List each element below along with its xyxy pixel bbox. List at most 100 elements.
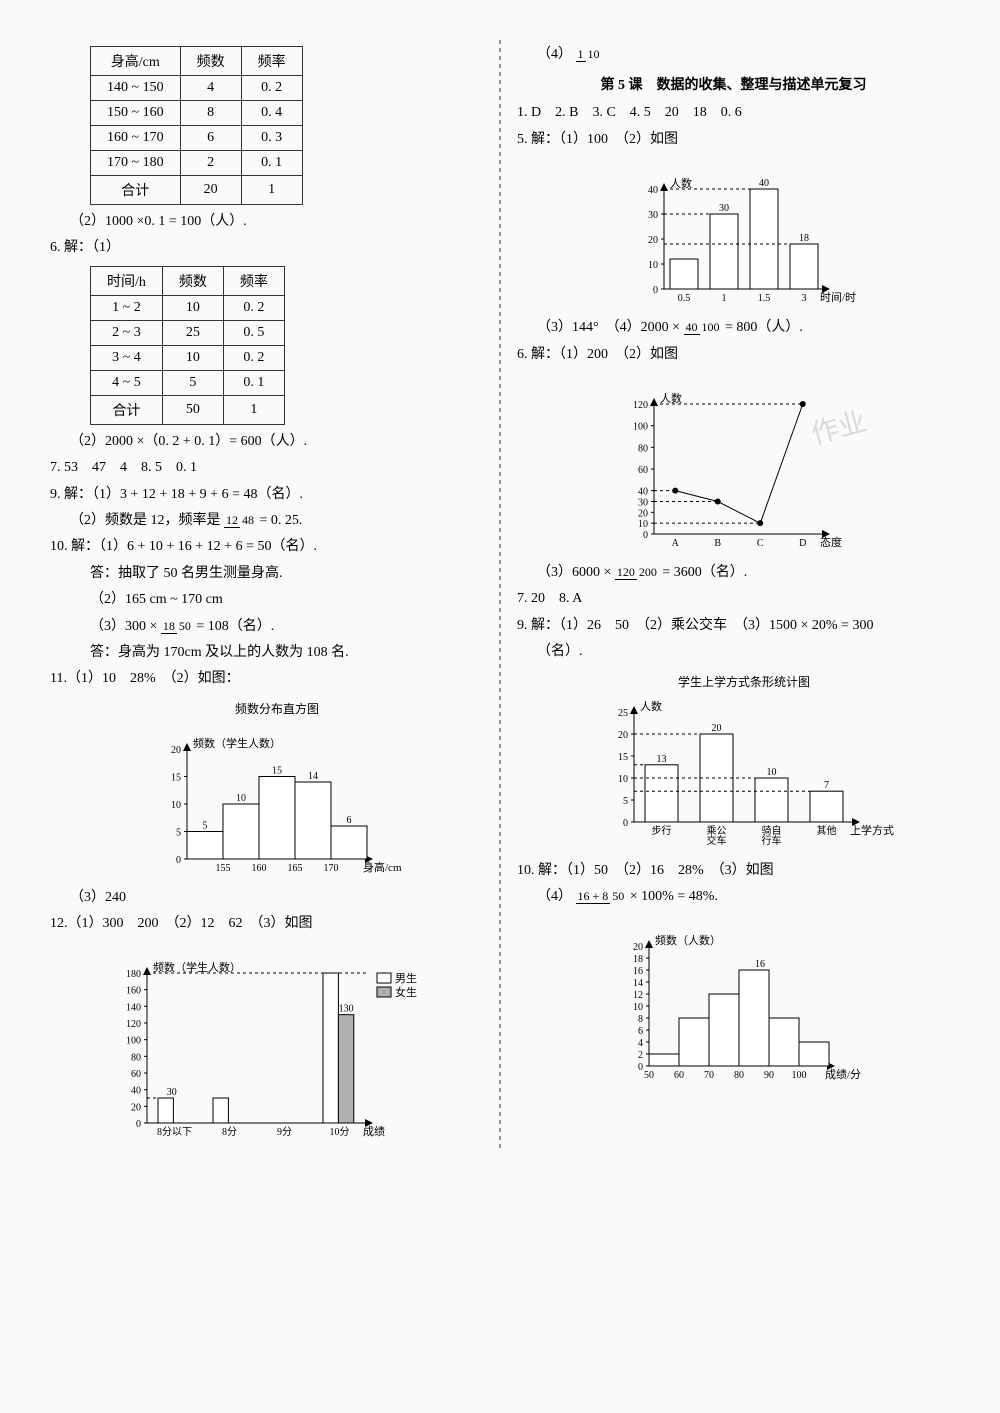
svg-text:30: 30 bbox=[638, 497, 648, 508]
text-line: 1. D 2. B 3. C 4. 5 20 18 0. 6 bbox=[517, 102, 950, 124]
svg-text:人数: 人数 bbox=[640, 700, 662, 713]
chart-line-6: 0102030406080100120ABCD人数态度作业 bbox=[517, 374, 950, 554]
svg-text:10: 10 bbox=[171, 800, 181, 811]
svg-text:10: 10 bbox=[633, 1002, 643, 1013]
svg-text:作业: 作业 bbox=[807, 405, 869, 449]
text-line: 12.（1）300 200 （2）12 62 （3）如图 bbox=[50, 913, 483, 935]
svg-text:80: 80 bbox=[734, 1070, 744, 1081]
svg-text:16: 16 bbox=[755, 959, 765, 970]
text-line: 6. 解：（1）200 （2）如图 bbox=[517, 344, 950, 366]
right-column: （4） 110 第 5 课 数据的收集、整理与描述单元复习 1. D 2. B … bbox=[507, 40, 960, 1151]
svg-text:160: 160 bbox=[126, 986, 141, 997]
svg-text:学生上学方式条形统计图: 学生上学方式条形统计图 bbox=[677, 674, 809, 689]
th: 频率 bbox=[241, 47, 302, 76]
svg-text:180: 180 bbox=[126, 969, 141, 980]
svg-text:7: 7 bbox=[824, 780, 829, 791]
svg-text:8: 8 bbox=[638, 1014, 643, 1025]
chart-svg: 05101520频数（学生人数）身高/cm频数分布直方图510151461551… bbox=[117, 699, 417, 879]
text-line: （3）144° （4）2000 × 40100 = 800（人）. bbox=[517, 317, 950, 339]
chart-grouped-12: 0204060801001201401601808分以下8分9分10分频数（学生… bbox=[50, 943, 483, 1143]
fraction: 16 + 850 bbox=[576, 887, 627, 906]
text-line: （2）1000 ×0. 1 = 100（人）. bbox=[50, 211, 483, 233]
svg-text:20: 20 bbox=[711, 723, 721, 734]
svg-text:5: 5 bbox=[202, 820, 207, 831]
svg-text:C: C bbox=[756, 538, 763, 549]
section-title: 第 5 课 数据的收集、整理与描述单元复习 bbox=[517, 74, 950, 94]
table-time: 时间/h 频数 频率 1 ~ 2100. 2 2 ~ 3250. 5 3 ~ 4… bbox=[90, 266, 285, 425]
text-line: 10. 解：（1）6 + 10 + 16 + 12 + 6 = 50（名）. bbox=[50, 536, 483, 558]
text-line: （2）2000 ×（0. 2 + 0. 1）= 600（人）. bbox=[50, 431, 483, 453]
svg-text:频数（学生人数）: 频数（学生人数） bbox=[153, 960, 241, 974]
svg-text:5: 5 bbox=[176, 827, 181, 838]
text-line: 答：抽取了 50 名男生测量身高. bbox=[50, 563, 483, 585]
fraction: 1850 bbox=[161, 617, 193, 636]
svg-text:25: 25 bbox=[618, 708, 628, 719]
svg-text:30: 30 bbox=[648, 210, 658, 221]
svg-text:其他: 其他 bbox=[816, 824, 836, 837]
svg-text:10: 10 bbox=[648, 260, 658, 271]
svg-text:0: 0 bbox=[653, 285, 658, 296]
svg-text:10: 10 bbox=[638, 519, 648, 530]
page: 身高/cm 频数 频率 140 ~ 15040. 2 150 ~ 16080. … bbox=[0, 0, 1000, 1251]
svg-text:50: 50 bbox=[644, 1070, 654, 1081]
svg-text:成绩: 成绩 bbox=[363, 1125, 385, 1138]
text-line: 9. 解：（1）26 50 （2）乘公交车 （3）1500 × 20% = 30… bbox=[517, 615, 950, 637]
svg-text:0.5: 0.5 bbox=[677, 293, 690, 304]
svg-text:20: 20 bbox=[638, 508, 648, 519]
svg-text:0: 0 bbox=[176, 855, 181, 866]
chart-svg: 02468101214161820频数（人数）成绩/分1650607080901… bbox=[594, 916, 874, 1086]
svg-text:13: 13 bbox=[656, 753, 666, 764]
svg-text:70: 70 bbox=[704, 1070, 714, 1081]
svg-text:60: 60 bbox=[638, 465, 648, 476]
svg-text:交车: 交车 bbox=[706, 834, 726, 847]
chart-svg: 0204060801001201401601808分以下8分9分10分频数（学生… bbox=[87, 943, 447, 1143]
svg-text:165: 165 bbox=[287, 863, 302, 874]
fraction: 120200 bbox=[615, 563, 659, 582]
svg-text:160: 160 bbox=[251, 863, 266, 874]
svg-text:0: 0 bbox=[638, 1062, 643, 1073]
fraction: 40100 bbox=[684, 318, 722, 337]
svg-text:人数: 人数 bbox=[660, 392, 682, 405]
svg-text:130: 130 bbox=[338, 1004, 353, 1015]
chart-histogram-10: 02468101214161820频数（人数）成绩/分1650607080901… bbox=[517, 916, 950, 1086]
text-line: 答：身高为 170cm 及以上的人数为 108 名. bbox=[50, 642, 483, 664]
th: 频数 bbox=[180, 47, 241, 76]
text-line: 11.（1）10 28% （2）如图： bbox=[50, 668, 483, 690]
svg-text:0: 0 bbox=[136, 1119, 141, 1130]
svg-text:B: B bbox=[714, 538, 721, 549]
svg-text:40: 40 bbox=[759, 178, 769, 189]
chart-svg: 0510152025步行乘公交车骑自行车其他人数上学方式学生上学方式条形统计图1… bbox=[574, 672, 894, 852]
text-line: 7. 53 47 4 8. 5 0. 1 bbox=[50, 457, 483, 479]
svg-text:频数（人数）: 频数（人数） bbox=[655, 933, 721, 947]
svg-text:4: 4 bbox=[638, 1038, 643, 1049]
svg-text:40: 40 bbox=[638, 487, 648, 498]
svg-text:170: 170 bbox=[323, 863, 338, 874]
svg-text:18: 18 bbox=[799, 233, 809, 244]
svg-text:80: 80 bbox=[131, 1053, 141, 1064]
svg-text:10: 10 bbox=[236, 793, 246, 804]
svg-text:60: 60 bbox=[131, 1069, 141, 1080]
chart-bar-9: 0510152025步行乘公交车骑自行车其他人数上学方式学生上学方式条形统计图1… bbox=[517, 672, 950, 852]
text-line: 5. 解：（1）100 （2）如图 bbox=[517, 129, 950, 151]
left-column: 身高/cm 频数 频率 140 ~ 15040. 2 150 ~ 16080. … bbox=[40, 40, 493, 1151]
svg-text:100: 100 bbox=[633, 422, 648, 433]
svg-text:155: 155 bbox=[215, 863, 230, 874]
svg-text:18: 18 bbox=[633, 954, 643, 965]
svg-text:1.5: 1.5 bbox=[757, 293, 770, 304]
svg-text:20: 20 bbox=[648, 235, 658, 246]
svg-text:上学方式: 上学方式 bbox=[850, 823, 894, 837]
chart-svg: 0102030406080100120ABCD人数态度作业 bbox=[594, 374, 874, 554]
svg-text:0: 0 bbox=[643, 530, 648, 541]
svg-text:15: 15 bbox=[171, 772, 181, 783]
fraction: 110 bbox=[576, 45, 602, 64]
svg-text:10分: 10分 bbox=[329, 1126, 349, 1138]
svg-text:120: 120 bbox=[126, 1019, 141, 1030]
text-line: （2）频数是 12，频率是 1248 = 0. 25. bbox=[50, 510, 483, 532]
svg-text:0: 0 bbox=[623, 818, 628, 829]
text-line: （3）6000 × 120200 = 3600（名）. bbox=[517, 562, 950, 584]
text-line: （3）300 × 1850 = 108（名）. bbox=[50, 616, 483, 638]
column-divider bbox=[499, 40, 501, 1151]
chart-bar-5: 0102030400.511.53人数时间/时304018 bbox=[517, 159, 950, 309]
svg-text:行车: 行车 bbox=[761, 834, 781, 847]
svg-text:5: 5 bbox=[623, 796, 628, 807]
